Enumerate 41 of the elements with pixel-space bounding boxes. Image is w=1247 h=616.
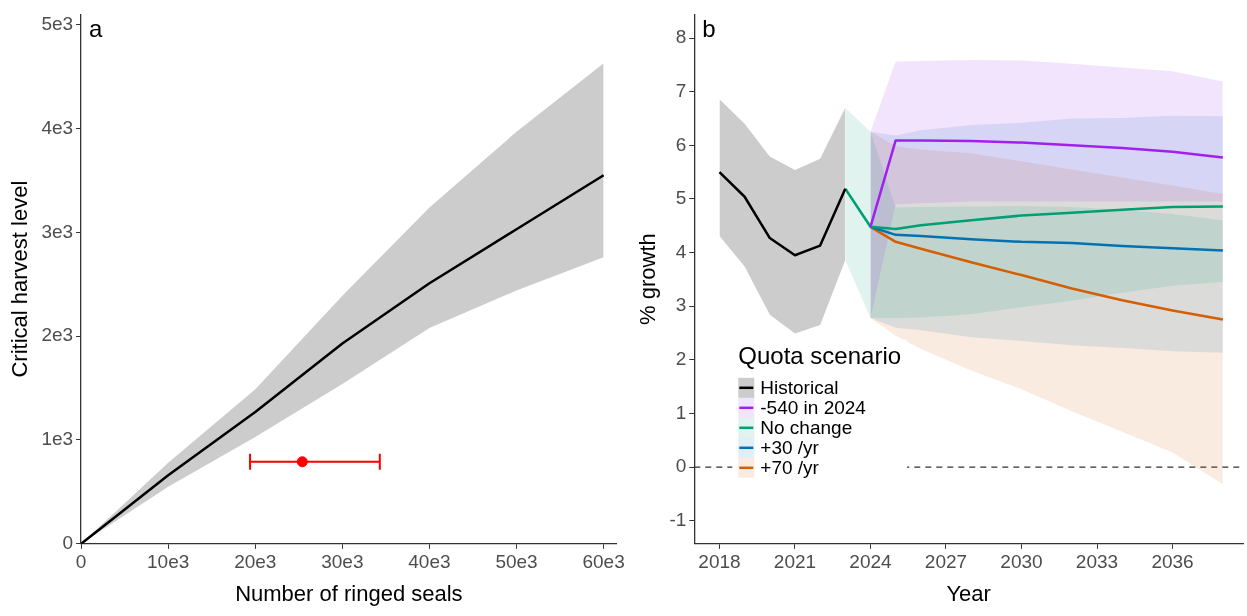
- x-tick-label: 2024: [849, 551, 893, 573]
- legend-label: +70 /yr: [760, 457, 820, 479]
- x-tick-label: 10e3: [147, 551, 190, 573]
- y-tick-label: -1: [669, 508, 687, 530]
- y-tick-label: 7: [675, 79, 687, 101]
- x-tick-label: 50e3: [495, 551, 538, 573]
- y-tick-label: 0: [62, 532, 74, 554]
- legend-label: +30 /yr: [760, 437, 820, 459]
- x-tick-label: 40e3: [408, 551, 451, 573]
- y-tick-label: 2e3: [41, 324, 74, 346]
- y-tick-label: 3: [675, 294, 687, 316]
- x-tick-label: 2033: [1075, 551, 1119, 573]
- x-tick-label: 2027: [924, 551, 968, 573]
- y-tick-label: 4: [675, 240, 687, 262]
- y-axis-title: % growth: [635, 233, 661, 325]
- y-tick-label: 3e3: [41, 220, 74, 242]
- x-tick-label: 2018: [698, 551, 741, 573]
- x-axis-title: Number of ringed seals: [235, 580, 463, 606]
- legend-label: Historical: [760, 377, 839, 399]
- y-axis-title: Critical harvest level: [7, 180, 33, 378]
- x-tick-label: 2030: [1000, 551, 1043, 573]
- chart-title: b: [702, 15, 716, 43]
- legend-title: Quota scenario: [738, 342, 902, 370]
- y-tick-label: 5e3: [41, 13, 74, 35]
- y-tick-label: 6: [675, 133, 687, 155]
- y-tick-label: 1: [675, 401, 687, 423]
- y-tick-label: 2: [675, 348, 687, 370]
- y-tick-label: 5: [675, 187, 687, 209]
- legend-label: No change: [760, 417, 853, 439]
- x-tick-label: 2036: [1151, 551, 1194, 573]
- y-tick-label: 8: [675, 26, 687, 48]
- legend-label: -540 in 2024: [760, 397, 867, 419]
- x-tick-label: 30e3: [321, 551, 364, 573]
- y-tick-label: 1e3: [41, 428, 74, 450]
- x-axis-title: Year: [946, 580, 991, 606]
- y-tick-label: 0: [675, 455, 687, 477]
- y-tick-label: 4e3: [41, 116, 74, 138]
- x-tick-label: 60e3: [582, 551, 625, 573]
- x-tick-label: 2021: [773, 551, 817, 573]
- chart-title: a: [89, 15, 104, 43]
- x-tick-label: 20e3: [234, 551, 277, 573]
